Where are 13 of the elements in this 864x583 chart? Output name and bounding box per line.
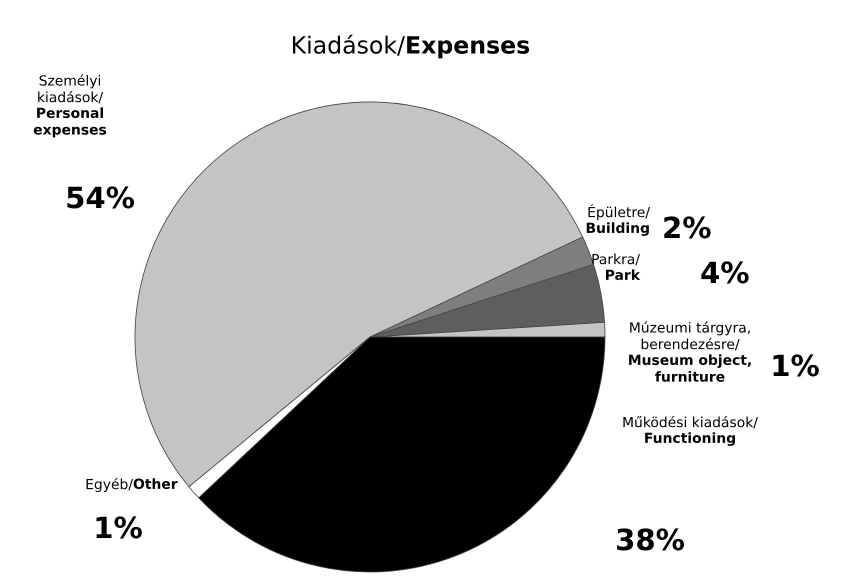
data-label: 1% xyxy=(774,354,819,376)
chart-title: Kiadások/Expenses xyxy=(292,34,530,58)
slice-label: Egyéb/Other xyxy=(86,478,178,492)
slice-label: Működési kiadások/Functioning xyxy=(623,416,758,446)
data-label: 38% xyxy=(617,528,684,550)
slice-label: Parkra/Park xyxy=(592,254,640,280)
slice-label: Épületre/Building xyxy=(586,204,650,236)
data-label: 1% xyxy=(96,516,142,538)
slice-label: Múzeumi tárgyra, berendezésre/Museum object, furniture xyxy=(629,321,751,382)
slice-label: Személyi kiadások/Personal expenses xyxy=(34,74,106,138)
data-label: 4% xyxy=(701,261,749,284)
data-label: 54% xyxy=(67,186,134,208)
data-label: 2% xyxy=(664,216,711,238)
